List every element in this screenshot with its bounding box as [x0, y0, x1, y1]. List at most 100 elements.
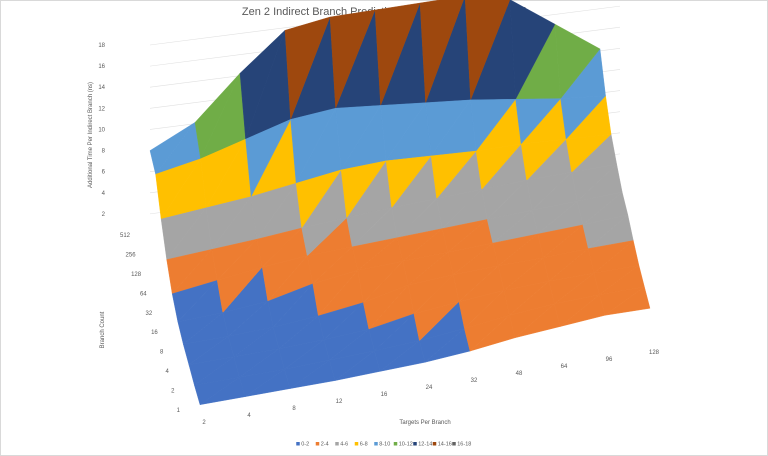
surface-facet: [216, 266, 263, 314]
surface-facet: [183, 336, 229, 366]
surface-facet: [396, 228, 443, 262]
surface-facet: [402, 252, 448, 286]
surface-facet: [306, 246, 353, 285]
x-tick-label: 8: [292, 406, 296, 412]
surface-facet: [245, 118, 292, 198]
z-tick-label: 14: [98, 85, 105, 91]
surface-plot: [149, 0, 651, 406]
surface-facet: [211, 238, 258, 281]
legend-label: 12-14: [418, 442, 432, 448]
y-tick-label: 256: [126, 252, 137, 258]
x-tick-label: 16: [381, 392, 388, 398]
surface-facet: [391, 198, 438, 239]
y-tick-label: 512: [120, 233, 131, 239]
surface-facet: [458, 290, 505, 329]
legend: 0-2 2-4 4-6 6-8 8-10 10-12 12-14 14-16 16-18: [296, 442, 471, 448]
surface-facet: [301, 217, 348, 257]
z-tick-label: 12: [98, 106, 105, 112]
x-tick-label: 96: [606, 357, 613, 363]
surface-facet: [171, 279, 218, 323]
legend-swatch: [413, 442, 417, 446]
legend-swatch: [432, 442, 437, 446]
y-tick-label: 16: [151, 330, 158, 336]
legend-swatch: [393, 442, 398, 446]
surface-facet: [425, 99, 472, 157]
surface-facet: [537, 224, 583, 259]
surface-facet: [312, 270, 359, 317]
surface-facet: [385, 155, 432, 209]
surface-facet: [436, 189, 483, 230]
surface-facet: [441, 219, 488, 253]
surface-facet: [413, 301, 460, 342]
surface-facet: [486, 210, 533, 244]
y-tick-label: 32: [146, 311, 153, 317]
surface-facet: [284, 359, 330, 389]
surface-facet: [346, 207, 393, 248]
surface-facet: [363, 284, 409, 330]
x-tick-label: 24: [426, 385, 433, 391]
y-tick-label: 1: [177, 408, 181, 414]
x-tick-label: 12: [336, 399, 343, 405]
surface-facet: [205, 196, 252, 250]
x-tick-label: 2: [202, 420, 206, 426]
legend-swatch: [296, 442, 300, 446]
axis-labels: 2468101214161824812162432486496128124816…: [88, 43, 660, 426]
surface-facet: [200, 138, 247, 209]
z-tick-label: 10: [98, 127, 105, 133]
surface-facet: [554, 294, 600, 327]
surface-facet: [284, 16, 331, 120]
surface-facet: [256, 227, 303, 268]
surface-facet: [380, 102, 426, 162]
surface-facet: [290, 107, 336, 184]
legend-label: 16-18: [457, 442, 471, 448]
surface-facet: [565, 133, 612, 173]
surface-facet: [166, 249, 213, 295]
legend-item: 2-4: [315, 442, 329, 448]
surface-facet: [509, 303, 555, 339]
surface-facet: [560, 95, 607, 140]
surface-facet: [582, 214, 628, 249]
surface-facet: [357, 260, 404, 304]
x-axis-title: Targets Per Branch: [399, 420, 450, 426]
surface-facet: [374, 340, 420, 372]
z-tick-label: 16: [98, 64, 105, 70]
surface-facet: [593, 265, 640, 296]
surface-facet: [419, 328, 465, 363]
surface-facet: [481, 179, 528, 220]
y-tick-label: 2: [171, 389, 175, 395]
surface-facet: [599, 286, 645, 316]
surface-facet: [408, 274, 454, 315]
surface-facet: [273, 315, 319, 350]
surface-facet: [588, 240, 635, 274]
surface-facet: [295, 169, 342, 229]
surface-facet: [515, 98, 562, 145]
surface-facet: [335, 105, 381, 171]
surface-facet: [155, 158, 202, 220]
x-tick-label: 64: [561, 364, 568, 370]
surface-facet: [278, 339, 325, 370]
legend-label: 2-4: [321, 442, 329, 448]
legend-label: 10-12: [399, 442, 413, 448]
z-tick-label: 6: [102, 170, 106, 176]
surface-facet: [351, 237, 398, 271]
legend-item: 12-14: [413, 442, 432, 448]
surface-facet: [239, 30, 286, 140]
surface-facet: [374, 2, 421, 106]
surface-facet: [470, 98, 517, 152]
surface-facet: [188, 356, 235, 386]
surface-facet: [329, 350, 375, 381]
surface-facet: [261, 255, 308, 302]
z-tick-label: 4: [102, 191, 106, 197]
surface-facet: [250, 182, 297, 240]
surface-facet: [531, 201, 578, 235]
x-tick-label: 32: [471, 378, 478, 384]
legend-label: 6-8: [360, 442, 368, 448]
legend-swatch: [374, 442, 378, 446]
x-tick-label: 4: [247, 413, 251, 419]
y-tick-label: 64: [140, 291, 147, 297]
legend-item: 0-2: [296, 442, 309, 448]
z-axis-title: Additional Time Per Indirect Branch (ns): [88, 82, 94, 188]
surface-facet: [329, 9, 376, 109]
y-tick-label: 4: [166, 369, 170, 375]
